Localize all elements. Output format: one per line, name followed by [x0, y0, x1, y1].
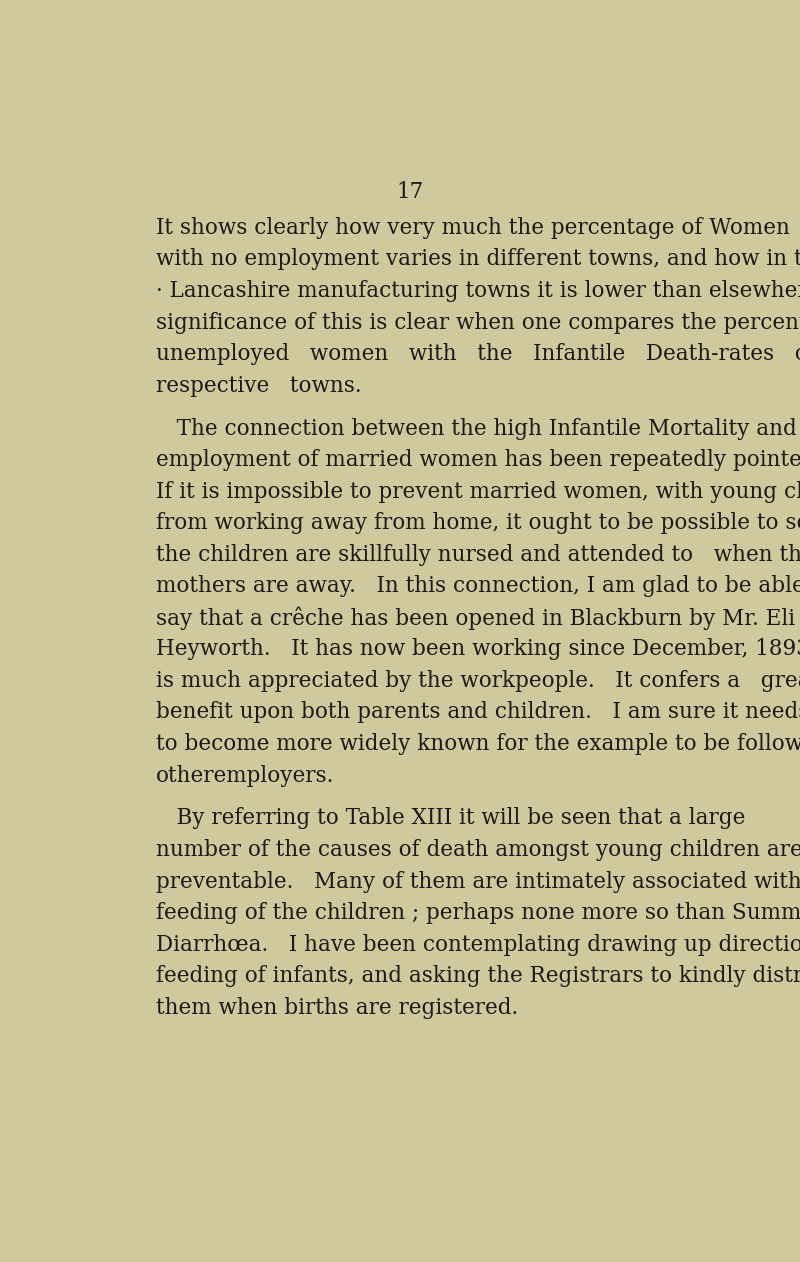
Text: feeding of infants, and asking the Registrars to kindly distribute: feeding of infants, and asking the Regis…: [156, 965, 800, 987]
Text: benefit upon both parents and children.   I am sure it needs only: benefit upon both parents and children. …: [156, 702, 800, 723]
Text: It shows clearly how very much the percentage of Women: It shows clearly how very much the perce…: [156, 217, 790, 239]
Text: otheremployers.: otheremployers.: [156, 765, 334, 786]
Text: say that a crêche has been opened in Blackburn by Mr. Eli: say that a crêche has been opened in Bla…: [156, 607, 795, 630]
Text: Diarrhœa.   I have been contemplating drawing up directions for: Diarrhœa. I have been contemplating draw…: [156, 934, 800, 955]
Text: mothers are away.   In this connection, I am glad to be able to: mothers are away. In this connection, I …: [156, 575, 800, 597]
Text: preventable.   Many of them are intimately associated with the: preventable. Many of them are intimately…: [156, 871, 800, 892]
Text: respective   towns.: respective towns.: [156, 375, 362, 396]
Text: feeding of the children ; perhaps none more so than Summer: feeding of the children ; perhaps none m…: [156, 902, 800, 924]
Text: them when births are registered.: them when births are registered.: [156, 997, 518, 1018]
Text: significance of this is clear when one compares the percentage of: significance of this is clear when one c…: [156, 312, 800, 333]
Text: If it is impossible to prevent married women, with young children,: If it is impossible to prevent married w…: [156, 481, 800, 502]
Text: to become more widely known for the example to be followed by: to become more widely known for the exam…: [156, 733, 800, 755]
Text: 17: 17: [396, 180, 424, 203]
Text: By referring to Table XIII it will be seen that a large: By referring to Table XIII it will be se…: [156, 808, 745, 829]
Text: The connection between the high Infantile Mortality and the: The connection between the high Infantil…: [156, 418, 800, 439]
Text: Heyworth.   It has now been working since December, 1893, and: Heyworth. It has now been working since …: [156, 639, 800, 660]
Text: the children are skillfully nursed and attended to   when the: the children are skillfully nursed and a…: [156, 544, 800, 565]
Text: · Lancashire manufacturing towns it is lower than elsewhere.     The: · Lancashire manufacturing towns it is l…: [156, 280, 800, 302]
Text: number of the causes of death amongst young children are: number of the causes of death amongst yo…: [156, 839, 800, 861]
Text: employment of married women has been repeatedly pointed out.: employment of married women has been rep…: [156, 449, 800, 471]
Text: unemployed   women   with   the   Infantile   Death-rates   of   the: unemployed women with the Infantile Deat…: [156, 343, 800, 365]
Text: from working away from home, it ought to be possible to see that: from working away from home, it ought to…: [156, 512, 800, 534]
Text: is much appreciated by the workpeople.   It confers a   great: is much appreciated by the workpeople. I…: [156, 670, 800, 692]
Text: with no employment varies in different towns, and how in the: with no employment varies in different t…: [156, 249, 800, 270]
